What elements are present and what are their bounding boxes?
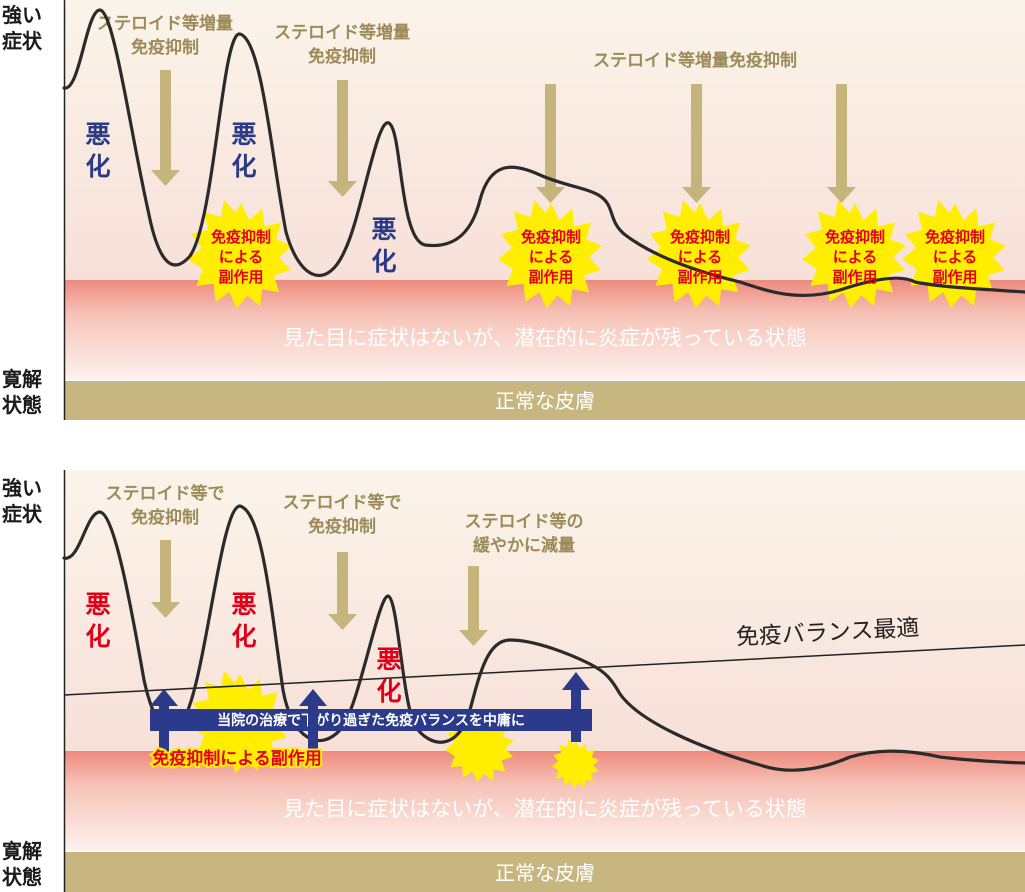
bottom-axis-strong-2: 症状 bbox=[2, 502, 43, 526]
bottom-up-arrow-1 bbox=[150, 689, 178, 760]
bottom-worse-2b: 化 bbox=[231, 622, 256, 651]
top-star-3-line2: による bbox=[678, 248, 723, 266]
top-down-arrow-3 bbox=[536, 84, 565, 203]
top-steroid-label-2b: 免疫抑制 bbox=[308, 46, 376, 67]
top-star-2-line2: による bbox=[529, 248, 574, 266]
top-down-arrow-5 bbox=[827, 84, 856, 203]
top-worse-1a: 悪 bbox=[85, 120, 110, 149]
bottom-down-arrow-1 bbox=[151, 540, 180, 618]
bottom-up-arrow-2 bbox=[299, 689, 327, 760]
bottom-side-effect-label: 免疫抑制による副作用 bbox=[152, 748, 322, 769]
top-symptom-curve bbox=[62, 8, 1025, 298]
bottom-normal-skin-band bbox=[64, 852, 1025, 892]
top-axis-strong-2: 症状 bbox=[2, 29, 43, 53]
top-star-2-line1: 免疫抑制 bbox=[521, 228, 581, 246]
bottom-steroid-label-2a: ステロイド等で bbox=[283, 492, 402, 513]
clinic-treatment-banner bbox=[150, 709, 592, 731]
bottom-worse-3b: 化 bbox=[376, 677, 401, 706]
top-axis-remission-1: 寛解 bbox=[2, 367, 42, 391]
bottom-worse-1b: 化 bbox=[85, 622, 110, 651]
top-star-4-line3: 副作用 bbox=[832, 268, 877, 286]
bottom-down-arrow-3 bbox=[459, 566, 488, 646]
bottom-down-arrow-2 bbox=[328, 552, 357, 630]
top-normal-skin-band bbox=[64, 381, 1025, 420]
top-star-1-line3: 副作用 bbox=[218, 268, 263, 286]
top-band-text: 見た目に症状はないが、潜在的に炎症が残っている状態 bbox=[283, 326, 807, 350]
bottom-steroid-label-1b: 免疫抑制 bbox=[131, 507, 199, 528]
bottom-steroid-label-3b: 緩やかに減量 bbox=[473, 535, 575, 556]
top-star-3-line1: 免疫抑制 bbox=[670, 228, 730, 246]
bottom-axis-strong-1: 強い bbox=[2, 476, 42, 500]
top-worse-2a: 悪 bbox=[231, 120, 256, 149]
top-steroid-arrows bbox=[151, 70, 856, 203]
top-star-1-line2: による bbox=[219, 248, 264, 266]
bottom-inflammation-band bbox=[64, 751, 1025, 851]
top-steroid-label-1a: ステロイド等増量 bbox=[97, 13, 233, 34]
top-steroid-label-1b: 免疫抑制 bbox=[131, 37, 199, 58]
bottom-steroid-label-2b: 免疫抑制 bbox=[308, 516, 376, 537]
top-star-5-line2: による bbox=[933, 248, 978, 266]
top-worse-1b: 化 bbox=[85, 152, 110, 181]
top-normal-skin-text: 正常な皮膚 bbox=[495, 389, 595, 413]
bottom-up-arrow-3 bbox=[562, 672, 590, 742]
top-star-1-line1: 免疫抑制 bbox=[211, 228, 271, 246]
bottom-normal-skin-text: 正常な皮膚 bbox=[495, 861, 595, 885]
bottom-steroid-label-1a: ステロイド等で bbox=[106, 483, 225, 504]
top-steroid-label-3: ステロイド等増量免疫抑制 bbox=[593, 50, 797, 71]
top-star-4-line1: 免疫抑制 bbox=[825, 228, 885, 246]
bottom-up-arrows bbox=[150, 672, 590, 760]
top-down-arrow-4 bbox=[682, 84, 711, 203]
bottom-axis-remission-1: 寛解 bbox=[2, 839, 42, 863]
top-worse-2b: 化 bbox=[231, 152, 256, 181]
top-steroid-label-2a: ステロイド等増量 bbox=[274, 22, 410, 43]
optimal-balance-line bbox=[63, 644, 1025, 696]
top-worse-3a: 悪 bbox=[371, 215, 396, 244]
top-star-2-line3: 副作用 bbox=[528, 268, 573, 286]
bottom-axis-remission-2: 状態 bbox=[2, 865, 42, 889]
top-down-arrow-2 bbox=[328, 80, 357, 197]
top-star-3-line3: 副作用 bbox=[677, 268, 722, 286]
top-star-5-line1: 免疫抑制 bbox=[925, 228, 985, 246]
top-star-4-line2: による bbox=[833, 248, 878, 266]
top-axis-remission-2: 状態 bbox=[2, 393, 42, 417]
bottom-band-text: 見た目に症状はないが、潜在的に炎症が残っている状態 bbox=[283, 797, 807, 821]
top-axis-strong-1: 強い bbox=[2, 3, 42, 27]
top-down-arrow-1 bbox=[151, 70, 180, 186]
top-star-5-line3: 副作用 bbox=[932, 268, 977, 286]
bottom-worse-3a: 悪 bbox=[376, 645, 401, 674]
clinic-treatment-banner-text: 当院の治療で下がり過ぎた免疫バランスを中庸に bbox=[217, 712, 525, 729]
bottom-worse-1a: 悪 bbox=[85, 590, 110, 619]
bottom-worse-2a: 悪 bbox=[231, 590, 256, 619]
bottom-steroid-label-3a: ステロイド等の bbox=[465, 511, 584, 532]
bottom-steroid-arrows bbox=[151, 540, 488, 646]
top-worse-3b: 化 bbox=[371, 247, 396, 276]
